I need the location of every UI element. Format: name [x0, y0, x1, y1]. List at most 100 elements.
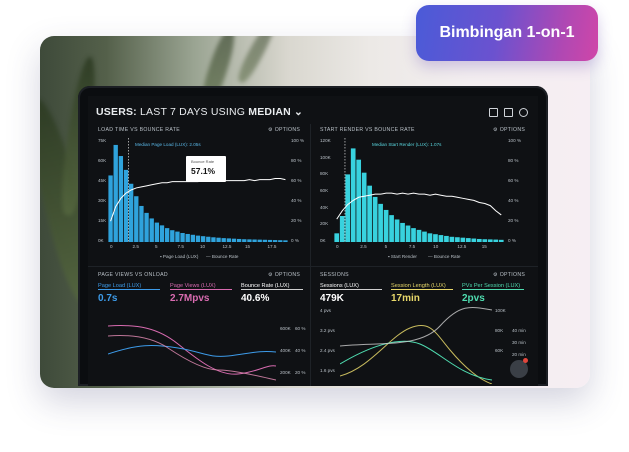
y-tick: 120K [320, 138, 331, 143]
dashboard-header[interactable]: USERS: LAST 7 DAYS USING MEDIAN ⌄ [96, 106, 303, 118]
options-button[interactable]: OPTIONS [268, 127, 300, 133]
metric-label: Page Load (LUX) [98, 283, 142, 289]
header-prefix: USERS: [96, 106, 137, 118]
histogram-bar [334, 233, 340, 242]
sessions-line [340, 307, 492, 347]
histogram-bar [278, 240, 283, 242]
x-tick: 2.5 [360, 244, 367, 249]
bounce-rate-tooltip: Bounce Rate 57.1% [186, 156, 226, 182]
chat-bubble-icon[interactable] [510, 360, 528, 378]
y-tick: 40 % [508, 198, 519, 203]
y-tick: 60K [98, 158, 107, 163]
x-tick: 7.5 [408, 244, 416, 249]
image-icon[interactable] [504, 108, 513, 117]
pvs-line [340, 340, 492, 381]
options-button[interactable]: OPTIONS [493, 272, 525, 278]
metric-value: 2pvs [462, 293, 485, 304]
histogram-bar [247, 239, 252, 242]
x-tick: 10 [433, 244, 439, 249]
y-tick: 15K [98, 218, 107, 223]
monitor-icon[interactable] [489, 108, 498, 117]
y-tick: 40 min [512, 328, 526, 333]
metric-underline [98, 289, 160, 290]
page-views-line [108, 325, 276, 375]
load-time-chart [108, 138, 288, 242]
histogram-bar [236, 238, 242, 242]
histogram-bar [356, 159, 362, 242]
median-annotation: Median Page Load (LUX): 2.05s [135, 142, 201, 147]
x-tick: 10 [200, 244, 206, 249]
histogram-bar [345, 174, 351, 242]
histogram-bar [175, 231, 180, 242]
y-tick: 80 % [291, 158, 302, 163]
header-range: LAST 7 DAYS [140, 106, 208, 118]
dashboard-screen: USERS: LAST 7 DAYS USING MEDIAN ⌄ LOAD T… [88, 96, 538, 386]
help-icon[interactable] [519, 108, 528, 117]
x-tick: 17.5 [267, 244, 277, 249]
bounce-rate-line [336, 192, 502, 220]
histogram-bar [180, 232, 185, 242]
histogram-bar [267, 239, 273, 242]
histogram-bar [283, 240, 288, 242]
sessions-chart [340, 307, 492, 384]
panel-title: PAGE VIEWS VS ONLOAD [98, 272, 168, 278]
histogram-bar [383, 209, 389, 242]
y-tick: 4 pvs [320, 308, 331, 313]
histogram-bar [108, 175, 113, 242]
histogram-bar [487, 239, 493, 242]
chevron-down-icon[interactable]: ⌄ [294, 106, 304, 118]
y-tick: 0K [98, 238, 104, 243]
y-tick: 100 % [291, 138, 305, 143]
session-length-line [340, 325, 492, 384]
histogram-bar [144, 212, 149, 242]
panel-title: SESSIONS [320, 272, 349, 278]
options-button[interactable]: OPTIONS [493, 127, 525, 133]
histogram-bar [170, 230, 175, 242]
x-tick: 7.5 [177, 244, 184, 249]
histogram-bar [482, 239, 488, 242]
histogram-bar [394, 219, 400, 242]
y-tick: 0K [320, 238, 326, 243]
y-tick: 60K [320, 188, 329, 193]
histogram-bar [427, 233, 433, 242]
histogram-bar [389, 215, 394, 242]
metric-label: Session Length (LUX) [391, 283, 446, 289]
tooltip-label: Bounce Rate [191, 159, 215, 164]
histogram-bar [444, 235, 449, 242]
histogram-bar [206, 236, 211, 242]
histogram-bar [350, 148, 356, 242]
mentoring-badge: Bimbingan 1-on-1 [416, 5, 598, 61]
metric-label: Bounce Rate (LUX) [241, 283, 290, 289]
panel-divider [88, 266, 538, 267]
y-tick: 30 min [512, 340, 526, 345]
histogram-bar [190, 234, 196, 242]
histogram-bar [257, 239, 262, 242]
metric-label: Page Views (LUX) [170, 283, 216, 289]
histogram-bar [400, 222, 405, 242]
histogram-bar [216, 237, 221, 242]
options-button[interactable]: OPTIONS [268, 272, 300, 278]
y-tick: 20 % [295, 370, 306, 375]
notification-dot [523, 358, 528, 363]
y-tick: 200K [280, 370, 291, 375]
y-tick: 60K [495, 348, 504, 353]
histogram-bar [476, 238, 482, 242]
histogram-bar [372, 196, 378, 242]
histogram-bar [378, 203, 383, 242]
histogram-bar [226, 238, 232, 242]
metric-value: 2.7Mpvs [170, 293, 210, 304]
x-tick: 12.5 [457, 244, 467, 249]
legend-bounce-rate: — Bounce Rate [206, 254, 239, 259]
header-using: USING [210, 106, 246, 118]
y-tick: 40K [320, 204, 329, 210]
x-tick: 5 [155, 244, 158, 249]
histogram-bar [411, 228, 416, 242]
histogram-bar [211, 237, 216, 242]
y-tick: 100K [320, 154, 331, 160]
histogram-bar [339, 216, 345, 242]
page-views-chart [108, 325, 276, 381]
y-tick: 60 % [295, 326, 306, 331]
median-annotation: Median Start Render (LUX): 1.07s [372, 142, 442, 147]
histogram-bar [221, 238, 226, 242]
histogram-bar [438, 235, 444, 242]
